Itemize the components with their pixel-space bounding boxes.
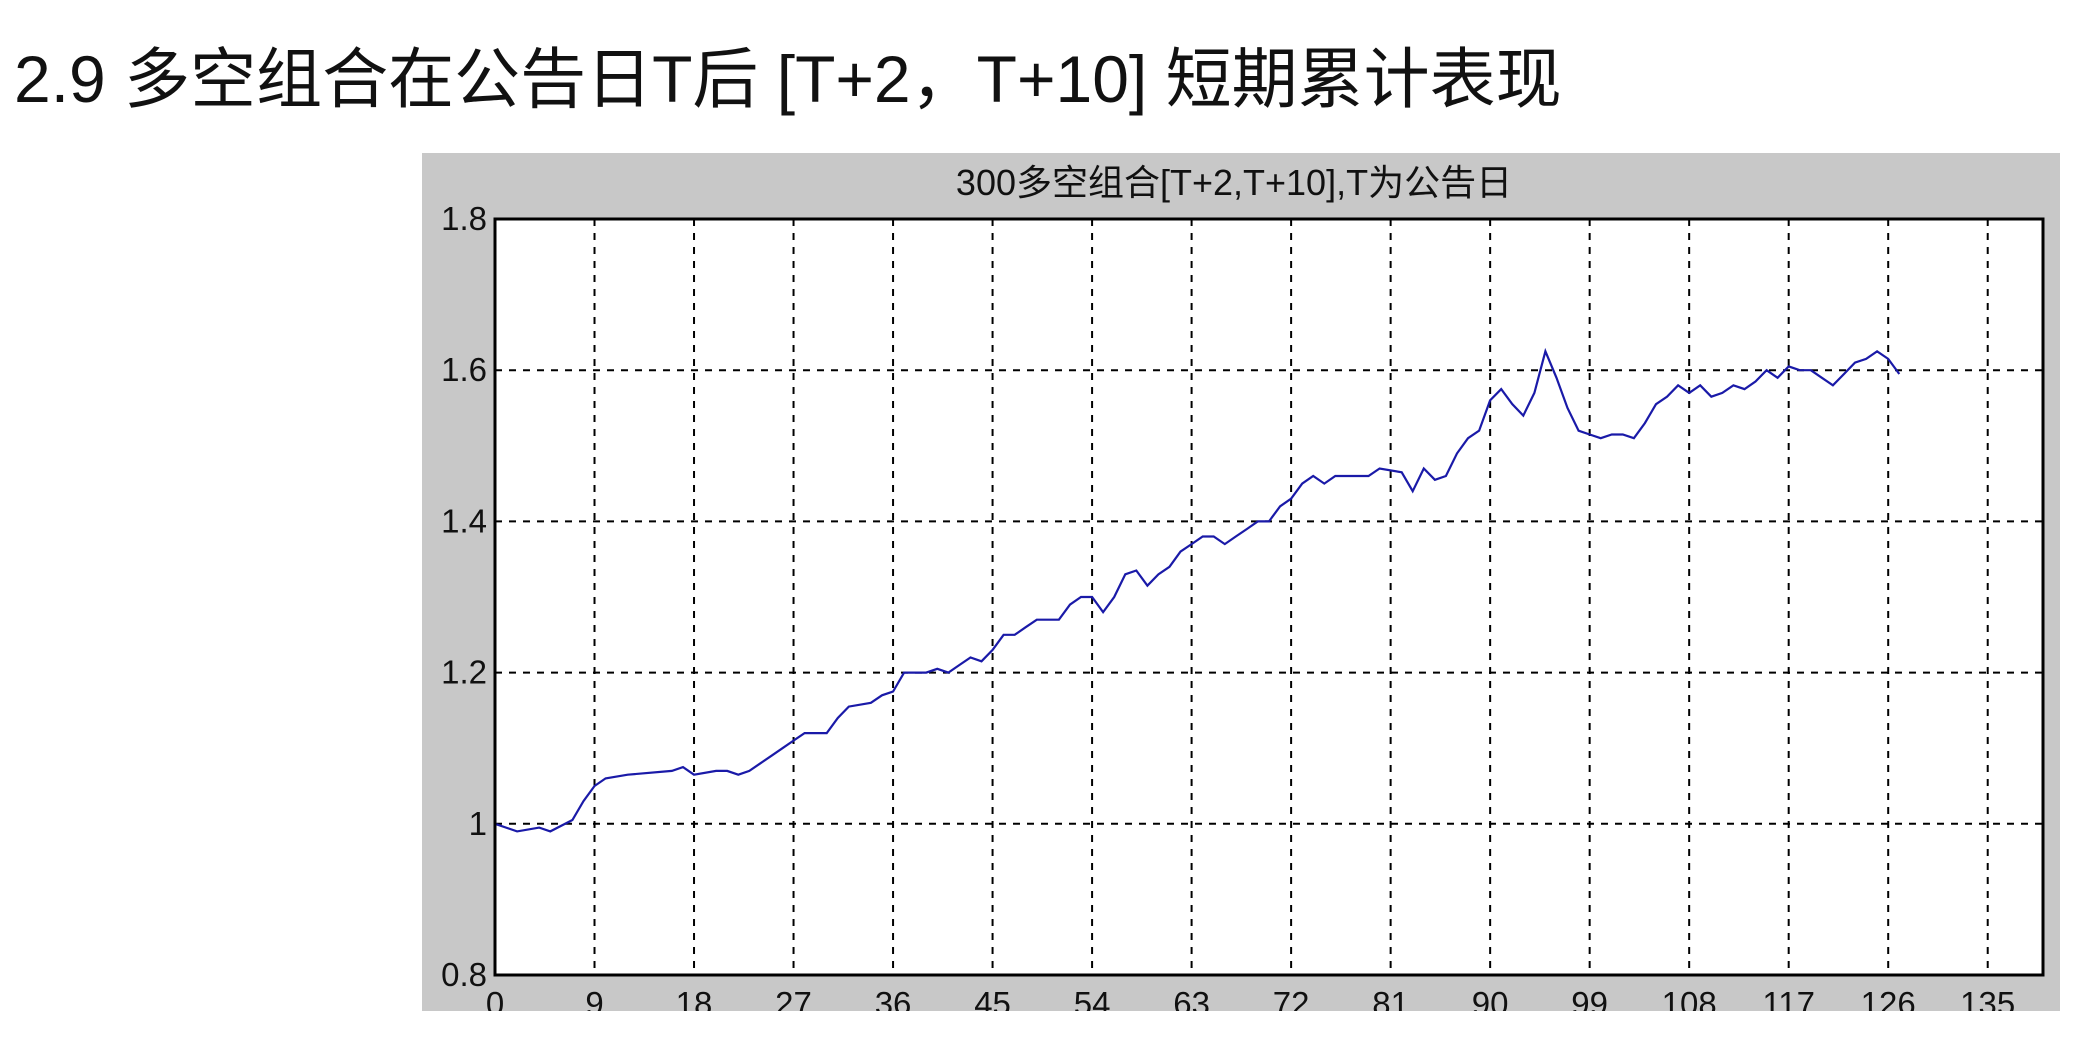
chart-title: 300多空组合[T+2,T+10],T为公告日 [956,162,1512,203]
x-tick-label: 117 [1762,985,1815,1011]
x-tick-label: 9 [585,985,603,1011]
x-tick-label: 45 [974,985,1011,1011]
plot-border [493,217,2045,977]
x-tick-label: 81 [1372,985,1409,1011]
x-tick-label: 0 [486,985,504,1011]
x-tick-label: 27 [775,985,812,1011]
y-tick-label: 0.8 [441,956,487,993]
x-tick-label: 54 [1074,985,1111,1011]
x-tick-label: 18 [676,985,713,1011]
x-tick-label: 72 [1273,985,1310,1011]
x-tick-label: 126 [1861,985,1916,1011]
chart-figure: 300多空组合[T+2,T+10],T为公告日 0 9 18 27 36 45 54 63 72… [422,153,2060,1011]
x-tick-label: 108 [1662,985,1717,1011]
y-tick-label: 1.6 [441,351,487,388]
y-tick-label: 1.2 [441,654,487,691]
x-tick-label: 135 [1960,985,2015,1011]
series-line [494,347,1901,833]
x-tick-label: 90 [1472,985,1509,1011]
plot-area [495,219,2043,975]
line-chart: 300多空组合[T+2,T+10],T为公告日 0 9 18 27 36 45 54 63 72… [441,162,2045,1011]
y-tick-label: 1.4 [441,502,487,539]
y-tick-label: 1.8 [441,200,487,237]
x-tick-label: 63 [1173,985,1210,1011]
slide-title: 2.9 多空组合在公告日T后 [T+2，T+10] 短期累计表现 [14,42,1562,116]
x-tick-label: 99 [1571,985,1608,1011]
x-tick-label: 36 [875,985,912,1011]
y-tick-label: 1 [469,805,487,842]
